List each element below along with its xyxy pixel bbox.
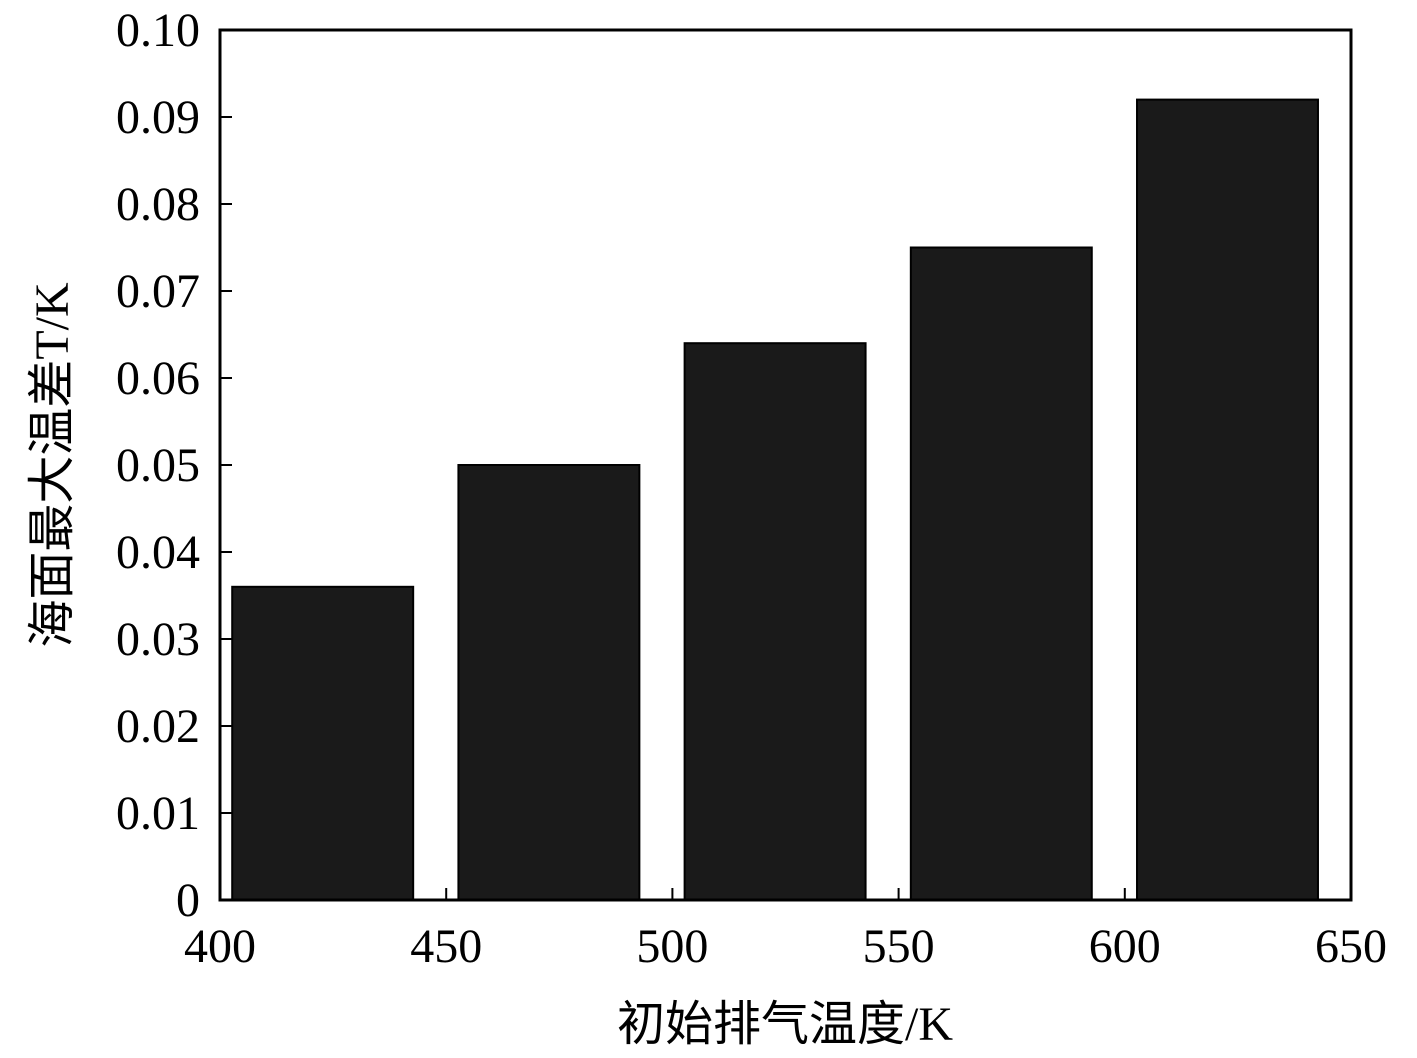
x-tick-label: 550	[863, 920, 935, 973]
bar	[683, 342, 867, 901]
y-tick-label: 0	[176, 874, 200, 927]
bar	[909, 246, 1093, 901]
x-tick-label: 500	[636, 920, 708, 973]
bar	[1136, 98, 1319, 902]
y-tick-label: 0.10	[116, 4, 200, 57]
y-tick-label: 0.05	[116, 439, 200, 492]
y-tick-label: 0.07	[116, 265, 200, 318]
bar	[231, 585, 415, 901]
bar	[457, 464, 641, 901]
y-tick-label: 0.06	[116, 352, 200, 405]
x-tick-label: 600	[1089, 920, 1161, 973]
y-tick-label: 0.03	[116, 613, 200, 666]
y-axis-label: 海面最大温差T/K	[26, 282, 79, 648]
x-tick-label: 450	[410, 920, 482, 973]
y-tick-label: 0.09	[116, 91, 200, 144]
x-tick-label: 400	[184, 920, 256, 973]
y-tick-label: 0.08	[116, 178, 200, 231]
y-tick-label: 0.01	[116, 787, 200, 840]
x-tick-label: 650	[1315, 920, 1387, 973]
y-tick-label: 0.02	[116, 700, 200, 753]
y-tick-label: 0.04	[116, 526, 200, 579]
x-axis-label: 初始排气温度/K	[617, 998, 953, 1051]
